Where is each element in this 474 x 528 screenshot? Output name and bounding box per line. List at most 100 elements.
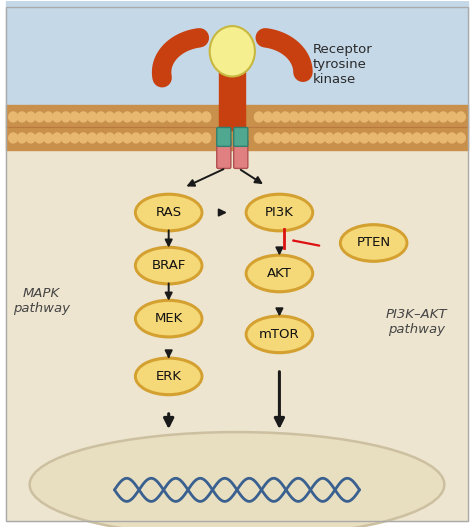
Circle shape [18, 133, 27, 143]
Circle shape [167, 112, 176, 122]
Circle shape [202, 112, 211, 122]
Circle shape [193, 112, 202, 122]
Circle shape [175, 133, 184, 143]
Circle shape [342, 112, 351, 122]
Text: AKT: AKT [267, 267, 292, 280]
Ellipse shape [341, 225, 407, 261]
FancyBboxPatch shape [234, 127, 248, 146]
Circle shape [132, 133, 140, 143]
FancyBboxPatch shape [234, 140, 248, 168]
Circle shape [263, 133, 272, 143]
Circle shape [395, 133, 404, 143]
Text: MAPK
pathway: MAPK pathway [13, 287, 70, 315]
Circle shape [53, 112, 62, 122]
Circle shape [88, 133, 97, 143]
Circle shape [325, 112, 334, 122]
Ellipse shape [340, 224, 407, 262]
Circle shape [369, 112, 377, 122]
Circle shape [281, 112, 290, 122]
Circle shape [342, 133, 351, 143]
Circle shape [97, 133, 105, 143]
Circle shape [79, 112, 88, 122]
Circle shape [26, 112, 35, 122]
Text: ERK: ERK [155, 370, 182, 383]
Text: Receptor
tyrosine
kinase: Receptor tyrosine kinase [312, 43, 372, 86]
Circle shape [193, 133, 202, 143]
Circle shape [290, 112, 299, 122]
Circle shape [70, 133, 79, 143]
Bar [6, 127, 468, 521]
Circle shape [158, 112, 167, 122]
Circle shape [456, 133, 465, 143]
Circle shape [281, 133, 290, 143]
Circle shape [175, 112, 184, 122]
Circle shape [53, 133, 62, 143]
FancyBboxPatch shape [217, 140, 231, 168]
Circle shape [377, 112, 386, 122]
Circle shape [184, 133, 193, 143]
Circle shape [140, 133, 149, 143]
Circle shape [377, 133, 386, 143]
Text: BRAF: BRAF [152, 259, 186, 272]
Circle shape [386, 112, 395, 122]
Circle shape [255, 133, 264, 143]
Text: RAS: RAS [155, 206, 182, 219]
Circle shape [105, 133, 114, 143]
Ellipse shape [135, 194, 202, 231]
Circle shape [334, 112, 342, 122]
Circle shape [369, 133, 377, 143]
Circle shape [210, 26, 255, 77]
Circle shape [456, 112, 465, 122]
Bar [219, 62, 246, 130]
Text: PI3K–AKT
pathway: PI3K–AKT pathway [385, 308, 447, 336]
Circle shape [360, 133, 369, 143]
Circle shape [9, 112, 18, 122]
Ellipse shape [135, 357, 202, 395]
Circle shape [70, 112, 79, 122]
Circle shape [255, 112, 264, 122]
Text: mTOR: mTOR [259, 328, 300, 341]
Circle shape [97, 112, 105, 122]
Circle shape [307, 112, 316, 122]
Circle shape [334, 133, 342, 143]
Circle shape [447, 133, 456, 143]
Circle shape [105, 112, 114, 122]
Circle shape [149, 133, 158, 143]
Ellipse shape [136, 248, 201, 284]
Bar [6, 2, 468, 127]
Circle shape [351, 133, 360, 143]
Circle shape [351, 112, 360, 122]
Ellipse shape [30, 432, 444, 528]
Circle shape [158, 133, 167, 143]
Circle shape [202, 133, 211, 143]
Circle shape [61, 133, 70, 143]
Circle shape [18, 112, 27, 122]
Circle shape [307, 133, 316, 143]
Circle shape [421, 133, 430, 143]
FancyBboxPatch shape [217, 127, 231, 146]
Circle shape [386, 133, 395, 143]
Text: MEK: MEK [155, 312, 183, 325]
Circle shape [290, 133, 299, 143]
Ellipse shape [246, 256, 312, 291]
Circle shape [140, 112, 149, 122]
Circle shape [404, 133, 413, 143]
Circle shape [44, 133, 53, 143]
Circle shape [316, 112, 325, 122]
Circle shape [9, 133, 18, 143]
Circle shape [79, 133, 88, 143]
Ellipse shape [135, 247, 202, 284]
Circle shape [184, 112, 193, 122]
Ellipse shape [136, 195, 201, 230]
Ellipse shape [246, 254, 313, 292]
Circle shape [88, 112, 97, 122]
Circle shape [26, 133, 35, 143]
Circle shape [44, 112, 53, 122]
Circle shape [439, 112, 448, 122]
Circle shape [114, 112, 123, 122]
Circle shape [412, 133, 421, 143]
Circle shape [298, 133, 307, 143]
Circle shape [316, 133, 325, 143]
Ellipse shape [246, 194, 313, 231]
Circle shape [35, 112, 44, 122]
